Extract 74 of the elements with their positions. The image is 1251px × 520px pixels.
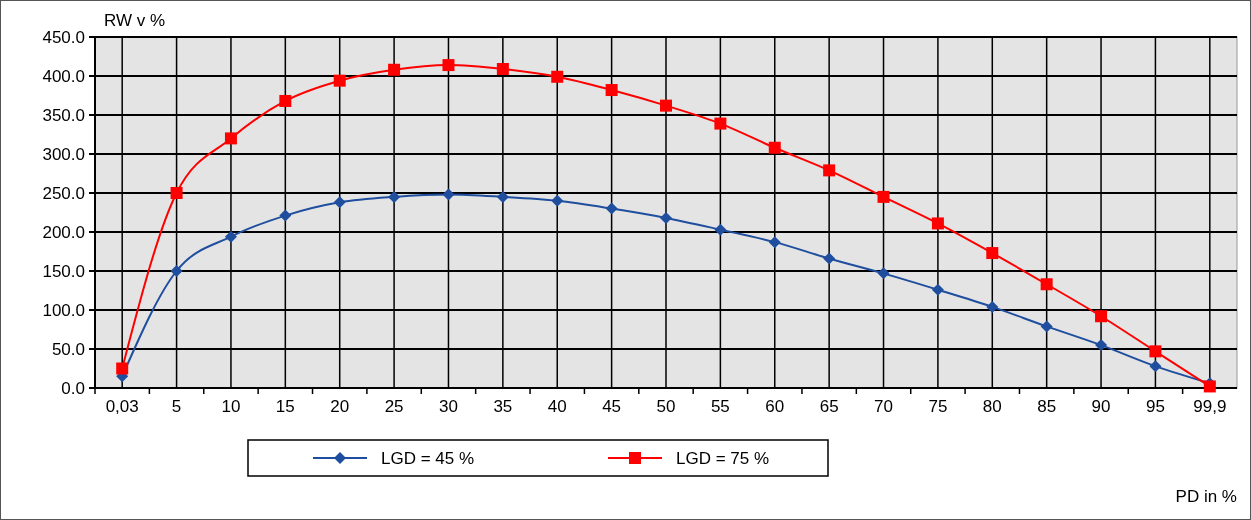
point <box>496 190 509 203</box>
point <box>279 94 292 107</box>
point <box>768 236 781 249</box>
y-tick-label: 200.0 <box>42 222 85 242</box>
point <box>823 252 836 265</box>
x-tick-label: 85 <box>1037 397 1057 416</box>
point <box>823 164 836 177</box>
point <box>714 117 727 130</box>
y-tick-label: 350.0 <box>42 105 85 125</box>
x-tick-label: 50 <box>656 397 676 416</box>
y-tick-label: 400.0 <box>42 66 85 86</box>
point <box>1040 278 1053 291</box>
point <box>714 223 727 236</box>
point <box>551 194 564 207</box>
x-tick-label: 25 <box>384 397 404 416</box>
point <box>224 132 237 145</box>
x-tick-label: 75 <box>928 397 948 416</box>
point <box>1095 339 1108 352</box>
legend-label: LGD = 45 % <box>381 448 475 468</box>
y-tick-label: 50.0 <box>51 339 85 359</box>
point <box>660 99 672 112</box>
point <box>442 59 455 72</box>
legend-label: LGD = 75 % <box>676 448 770 468</box>
point <box>279 209 292 222</box>
y-tick-label: 450.0 <box>42 27 85 47</box>
y-axis-title: RW v % <box>104 11 166 30</box>
point <box>388 63 401 76</box>
x-tick-label: 5 <box>171 397 182 416</box>
x-tick-label: 10 <box>221 397 241 416</box>
x-tick-label: 90 <box>1091 397 1111 416</box>
point <box>768 141 781 154</box>
point <box>170 265 183 277</box>
point <box>1095 310 1108 323</box>
y-tick-label: 300.0 <box>42 144 85 164</box>
point <box>333 74 346 87</box>
x-tick-label: 20 <box>330 397 350 416</box>
point <box>986 300 999 313</box>
x-tick-label: 40 <box>547 397 567 416</box>
point <box>551 70 564 83</box>
point <box>388 190 401 203</box>
x-tick-label: 0,03 <box>105 397 139 416</box>
x-tick-label: 35 <box>493 397 513 416</box>
x-tick-label: 55 <box>710 397 730 416</box>
point <box>1149 360 1162 373</box>
point <box>116 362 129 375</box>
x-tick-label: 95 <box>1145 397 1165 416</box>
point <box>931 217 944 230</box>
x-tick-label: 70 <box>874 397 893 416</box>
point <box>224 230 237 243</box>
point <box>877 190 890 203</box>
x-tick-label: 65 <box>819 397 839 416</box>
point <box>333 196 346 209</box>
point <box>660 211 672 224</box>
x-tick-label: 99,9 <box>1193 397 1227 416</box>
x-tick-label: 60 <box>765 397 785 416</box>
point <box>496 62 509 75</box>
x-tick-label: 30 <box>439 397 458 416</box>
x-tick-label: 15 <box>275 397 295 416</box>
x-axis-title: PD in % <box>1175 487 1237 506</box>
point <box>1040 320 1053 333</box>
x-tick-label: 80 <box>982 397 1002 416</box>
point <box>877 267 890 280</box>
point <box>170 187 183 199</box>
y-tick-label: 100.0 <box>42 300 85 320</box>
point <box>442 188 455 201</box>
x-tick-label: 45 <box>602 397 622 416</box>
point <box>605 202 618 215</box>
point <box>605 84 618 97</box>
point <box>1149 345 1162 358</box>
point <box>931 283 944 296</box>
point <box>986 247 999 260</box>
y-tick-label: 150.0 <box>42 261 85 281</box>
y-tick-label: 250.0 <box>42 183 85 203</box>
y-tick-label: 0.0 <box>61 378 85 398</box>
